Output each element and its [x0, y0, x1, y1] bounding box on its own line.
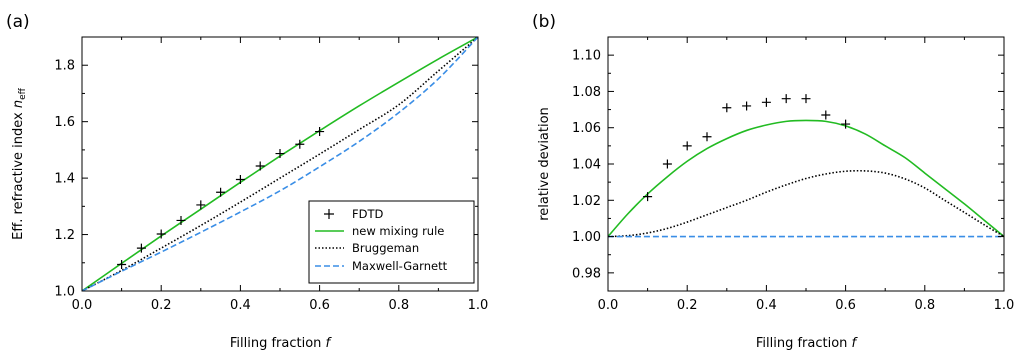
x-tick-label: 0.2: [151, 298, 172, 313]
panel-a-ticks: 0.0 0.2 0.4 0.6 0.8 1.0 1.0 1.2 1.4 1.6 1.8: [54, 36, 489, 313]
x-tick-label: 1.0: [468, 298, 489, 313]
data-point: [196, 200, 206, 210]
legend-maxwell-garnett-label: Maxwell-Garnett: [352, 259, 448, 273]
legend-fdtd-marker: [324, 209, 334, 219]
data-point: [761, 97, 771, 107]
x-tick-label: 0.4: [230, 298, 251, 313]
y-tick-label: 1.8: [54, 59, 75, 74]
panel-b-axes-frame: [607, 36, 1005, 292]
panel-b: (b) 0.0 0.2 0.4 0.6 0.8 1.0 0.98 1.00 1.02 1.04 1.…: [532, 12, 1014, 351]
series-fdtd-markers: [117, 127, 325, 269]
y-tick-label: 1.0: [54, 285, 75, 300]
data-point: [176, 215, 186, 225]
y-tick-label: 1.06: [572, 121, 601, 136]
panel-a-legend: FDTD new mixing rule Bruggeman Maxwell-G…: [308, 200, 475, 284]
data-point: [821, 110, 831, 120]
x-tick-label: 0.2: [677, 298, 698, 313]
data-point: [742, 101, 752, 111]
data-point: [235, 175, 245, 185]
legend-new-mixing-rule-label: new mixing rule: [352, 224, 444, 238]
panel-a: (a) 0.0 0.2 0.4 0.6 0.8 1.0 1.0 1.2 1.4 1.6 1.8 Fi…: [6, 12, 488, 351]
panel-a-label: (a): [6, 12, 30, 32]
legend-entry-maxwell-garnett: Maxwell-Garnett: [315, 259, 448, 273]
panel-b-label: (b): [532, 12, 556, 32]
y-tick-label: 1.00: [572, 230, 601, 245]
panel-a-y-axis-label: Eff. refractive index neff: [11, 87, 28, 240]
data-point: [682, 141, 692, 151]
data-point: [136, 243, 146, 253]
x-tick-label: 1.0: [994, 298, 1015, 313]
x-tick-label: 0.0: [598, 298, 619, 313]
y-tick-label: 1.04: [572, 158, 601, 173]
data-point: [117, 259, 127, 269]
y-tick-label: 1.6: [54, 115, 75, 130]
series-solid-line: [608, 119, 1004, 238]
legend-fdtd-label: FDTD: [352, 207, 383, 221]
legend-entry-bruggeman: Bruggeman: [315, 241, 419, 255]
x-tick-label: 0.8: [388, 298, 409, 313]
x-tick-label: 0.8: [914, 298, 935, 313]
y-tick-label: 1.02: [572, 194, 601, 209]
panel-b-series: [608, 94, 1004, 238]
data-point: [781, 94, 791, 104]
series-bruggeman-line: [82, 37, 478, 291]
x-tick-label: 0.6: [309, 298, 330, 313]
data-point: [156, 229, 166, 239]
legend-entry-fdtd: FDTD: [324, 207, 383, 221]
panel-b-y-axis-label: relative deviation: [537, 107, 552, 221]
series-maxwell-garnett-line: [82, 37, 478, 291]
legend-bruggeman-label: Bruggeman: [352, 241, 419, 255]
legend-box: [308, 200, 475, 284]
data-point: [722, 103, 732, 113]
panel-a-x-axis-label: Filling fraction f: [230, 336, 333, 351]
x-tick-label: 0.4: [756, 298, 777, 313]
data-point: [295, 139, 305, 149]
y-tick-label: 1.2: [54, 228, 75, 243]
data-point: [255, 161, 265, 171]
y-tick-label: 1.08: [572, 85, 601, 100]
legend-entry-new-mixing-rule: new mixing rule: [315, 224, 444, 238]
data-point: [643, 192, 653, 202]
data-point: [662, 159, 672, 169]
y-tick-label: 1.4: [54, 172, 75, 187]
x-tick-label: 0.0: [72, 298, 93, 313]
data-point: [801, 94, 811, 104]
data-point: [216, 187, 226, 197]
y-tick-label: 1.10: [572, 49, 601, 64]
panel-a-axes-frame: [81, 36, 479, 292]
y-tick-label: 0.98: [572, 266, 601, 281]
data-point: [841, 119, 851, 129]
x-tick-label: 0.6: [835, 298, 856, 313]
series-markers-markers: [643, 94, 851, 202]
series-dotted-line: [608, 169, 1004, 238]
panel-b-x-axis-label: Filling fraction f: [756, 336, 859, 351]
panel-a-series: [82, 37, 478, 291]
data-point: [702, 132, 712, 142]
data-point: [275, 149, 285, 159]
data-point: [315, 127, 325, 137]
panel-b-ticks: 0.0 0.2 0.4 0.6 0.8 1.0 0.98 1.00 1.02 1.04 1.06 1.…: [572, 36, 1015, 313]
